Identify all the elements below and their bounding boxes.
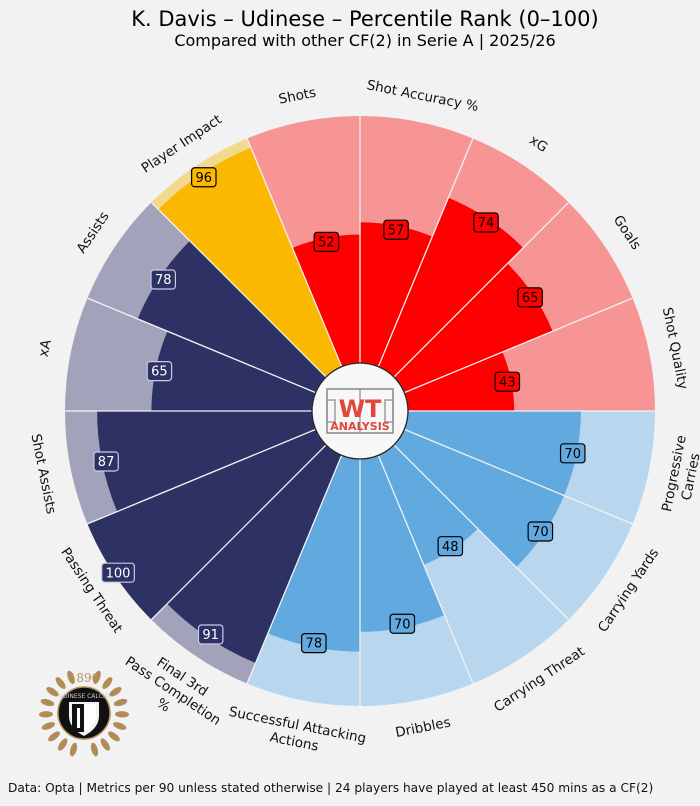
metric-label-shot-assists: Shot Assists <box>27 433 59 516</box>
bar-carrying-threat <box>378 444 478 565</box>
value-label-shot-assists: 87 <box>93 451 119 472</box>
svg-text:65: 65 <box>522 291 539 306</box>
value-label-passing-threat: 100 <box>101 562 135 583</box>
metric-label-progressive-carries: ProgressiveCarries <box>659 434 700 517</box>
svg-text:57: 57 <box>388 223 405 238</box>
value-label-assists: 78 <box>150 269 177 290</box>
bar-carrying-yards <box>393 429 565 568</box>
svg-text:78: 78 <box>306 637 323 652</box>
metric-label-xa: xA <box>36 338 55 359</box>
bar-goals <box>393 263 553 393</box>
metric-label-shots: Shots <box>277 85 317 108</box>
svg-text:87: 87 <box>98 455 115 470</box>
bar-successful-attacking-actions <box>267 455 360 652</box>
svg-text:91: 91 <box>202 628 219 643</box>
crest-name: UDINESE CALCIO <box>59 693 110 700</box>
value-label-xa: 65 <box>146 360 173 382</box>
metric-label-successful-attacking-actions: Successful AttackingActions <box>224 704 367 764</box>
value-labels: 52 57 74 65 43 70 70 48 70 78 91 100 87 65 78 96 <box>93 167 586 654</box>
value-label-dribbles: 70 <box>389 613 416 634</box>
value-label-progressive-carries: 70 <box>559 443 586 464</box>
svg-text:100: 100 <box>106 566 131 581</box>
svg-text:48: 48 <box>442 540 459 555</box>
metric-label-goals: Goals <box>610 213 644 253</box>
value-label-player-impact: 96 <box>191 167 217 188</box>
value-label-shot-quality: 43 <box>494 371 521 392</box>
svg-text:74: 74 <box>478 216 495 231</box>
svg-text:65: 65 <box>151 365 168 380</box>
slice-dividers <box>65 116 655 706</box>
bar-shot-quality <box>404 351 515 411</box>
bar-xa <box>151 331 316 411</box>
udinese-crest: 1896 UDINESE CALCIO <box>39 670 129 757</box>
center-logo: WT ANALYSIS <box>311 362 409 460</box>
svg-text:78: 78 <box>155 273 172 288</box>
svg-text:52: 52 <box>318 235 335 250</box>
bar-passing-threat <box>87 429 327 620</box>
metric-label-dribbles: Dribbles <box>394 714 452 741</box>
value-label-carrying-yards: 70 <box>527 521 554 542</box>
value-label-xg: 74 <box>473 212 499 233</box>
metric-label-shot-quality: Shot Quality <box>659 306 691 391</box>
metric-label-assists: Assists <box>74 209 113 256</box>
center-logo-analysis: ANALYSIS <box>330 420 390 433</box>
value-slices <box>87 147 581 664</box>
crest-year: 1896 <box>69 671 100 685</box>
svg-text:43: 43 <box>499 375 516 390</box>
value-label-final-3rd-pass-completion: 91 <box>197 624 224 645</box>
bar-player-impact <box>158 147 342 378</box>
chart-title: K. Davis – Udinese – Percentile Rank (0–… <box>131 7 598 31</box>
bar-dribbles <box>360 455 445 632</box>
value-label-goals: 65 <box>517 287 543 308</box>
metric-label-shot-accuracy: Shot Accuracy % <box>365 77 480 115</box>
chart-subtitle: Compared with other CF(2) in Serie A | 2… <box>174 31 555 50</box>
svg-text:70: 70 <box>564 447 581 462</box>
bar-progressive-carries <box>404 411 581 496</box>
svg-text:70: 70 <box>394 617 411 632</box>
bar-final-3rd-pass-completion <box>167 444 342 664</box>
value-label-shot-accuracy: 57 <box>383 219 409 240</box>
bar-shots <box>292 234 360 367</box>
value-label-successful-attacking-actions: 78 <box>301 633 327 654</box>
svg-text:70: 70 <box>532 525 549 540</box>
value-label-carrying-threat: 48 <box>437 536 464 557</box>
value-label-shots: 52 <box>313 231 340 252</box>
bar-shot-assists <box>97 411 316 512</box>
bar-assists <box>137 240 327 393</box>
metric-label-xg: xG <box>526 132 550 156</box>
footer-note: Data: Opta | Metrics per 90 unless state… <box>8 781 653 795</box>
bar-shot-accuracy <box>360 222 433 367</box>
svg-text:96: 96 <box>196 171 213 186</box>
bar-xg <box>378 197 524 378</box>
center-logo-wt: WT <box>339 395 382 423</box>
